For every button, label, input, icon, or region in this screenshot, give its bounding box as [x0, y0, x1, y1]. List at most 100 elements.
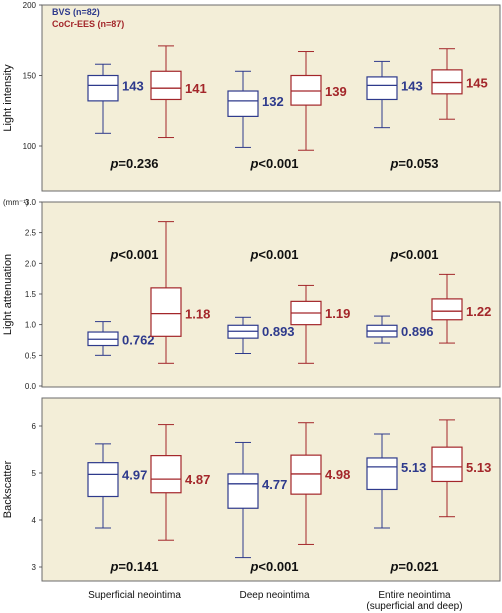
- legend-cocr-ees: CoCr-EES (n=87): [52, 19, 124, 29]
- p-value-label: p=0.053: [389, 156, 438, 171]
- box-cocr-ees-2: 139: [290, 51, 347, 151]
- median-label: 132: [262, 94, 284, 109]
- median-label: 141: [185, 81, 207, 96]
- p-value-label: p<0.001: [249, 559, 298, 574]
- y-tick-label: 0.0: [25, 382, 37, 391]
- y-tick-label: 2.0: [25, 259, 37, 268]
- x-category-label: Superficial neointima: [88, 590, 181, 601]
- box-bvs-3: 5.13: [366, 433, 426, 529]
- median-label: 5.13: [466, 460, 491, 475]
- p-value: =0.236: [118, 156, 158, 171]
- box-iqr: [366, 457, 398, 491]
- median-label: 4.98: [325, 467, 350, 482]
- box-bvs-2: 0.893: [227, 316, 295, 354]
- y-tick-label: 4: [32, 516, 37, 525]
- box-iqr: [227, 90, 259, 117]
- p-value: <0.001: [258, 559, 298, 574]
- y-tick-label: 0.5: [25, 351, 37, 360]
- median-label: 139: [325, 84, 347, 99]
- y-axis-label: Backscatter: [2, 460, 14, 518]
- p-value-label: p<0.001: [249, 156, 298, 171]
- p-symbol: p: [249, 559, 258, 574]
- median-label: 1.22: [466, 304, 491, 319]
- p-value-label: p=0.021: [389, 559, 438, 574]
- p-symbol: p: [389, 559, 398, 574]
- y-axis-unit: (mm⁻¹): [3, 198, 29, 207]
- p-value-label: p<0.001: [109, 247, 158, 262]
- y-tick-label: 5: [32, 469, 37, 478]
- box-iqr: [431, 446, 463, 483]
- box-iqr: [87, 462, 119, 498]
- y-axis-label: Light intensity: [2, 64, 14, 132]
- p-symbol: p: [109, 559, 118, 574]
- box-cocr-ees-3: 1.22: [431, 273, 491, 344]
- box-bvs-3: 143: [366, 60, 423, 129]
- box-iqr: [227, 473, 259, 509]
- median-label: 5.13: [401, 460, 426, 475]
- box-iqr: [366, 76, 398, 101]
- box-iqr: [150, 455, 182, 494]
- box-bvs-2: 132: [227, 70, 284, 148]
- y-tick-label: 1.0: [25, 321, 37, 330]
- x-category-sublabel: (superficial and deep): [366, 601, 462, 612]
- p-symbol: p: [389, 156, 398, 171]
- box-iqr: [290, 74, 322, 106]
- box-cocr-ees-1: 1.18: [150, 221, 210, 364]
- median-label: 0.896: [401, 324, 434, 339]
- p-symbol: p: [249, 156, 258, 171]
- box-cocr-ees-2: 4.98: [290, 422, 350, 545]
- box-iqr: [87, 74, 119, 102]
- p-value: =0.021: [398, 559, 438, 574]
- box-cocr-ees-1: 141: [150, 45, 207, 139]
- p-value: <0.001: [398, 247, 438, 262]
- median-label: 143: [401, 78, 423, 93]
- box-bvs-1: 0.762: [87, 321, 155, 356]
- box-cocr-ees-1: 4.87: [150, 424, 210, 541]
- box-iqr: [431, 69, 463, 95]
- box-iqr: [150, 287, 182, 337]
- legend-bvs: BVS (n=82): [52, 7, 100, 17]
- median-label: 4.77: [262, 477, 287, 492]
- y-tick-label: 1.5: [25, 290, 37, 299]
- y-axis-label: Light attenuation: [2, 254, 14, 335]
- box-iqr: [431, 298, 463, 321]
- median-label: 4.87: [185, 472, 210, 487]
- y-tick-label: 3.0: [25, 198, 37, 207]
- p-value: <0.001: [118, 247, 158, 262]
- panel-2: 0.0 0.5 1.0 1.5 2.0 2.5 3.0 Light attenuation (m…: [2, 198, 501, 391]
- p-symbol: p: [109, 247, 118, 262]
- y-tick-label: 100: [23, 142, 37, 151]
- median-label: 143: [122, 78, 144, 93]
- p-symbol: p: [389, 247, 398, 262]
- box-bvs-3: 0.896: [366, 315, 434, 344]
- median-label: 4.97: [122, 467, 147, 482]
- p-value: =0.053: [398, 156, 438, 171]
- panel-3: 3 4 5 6 Backscatter 4.97 4.77 5.13 4.87 4.98 5.13 p…: [2, 397, 501, 582]
- median-label: 1.19: [325, 306, 350, 321]
- y-tick-label: 200: [23, 1, 37, 10]
- median-label: 145: [466, 76, 488, 91]
- y-tick-label: 150: [23, 72, 37, 81]
- p-symbol: p: [249, 247, 258, 262]
- y-tick-label: 6: [32, 422, 37, 431]
- median-label: 0.893: [262, 324, 295, 339]
- box-cocr-ees-3: 145: [431, 48, 488, 120]
- p-value-label: p=0.236: [109, 156, 158, 171]
- box-cocr-ees-3: 5.13: [431, 419, 491, 518]
- p-value: =0.141: [118, 559, 158, 574]
- p-value: <0.001: [258, 156, 298, 171]
- p-value-label: p=0.141: [109, 559, 158, 574]
- p-value-label: p<0.001: [249, 247, 298, 262]
- median-label: 1.18: [185, 307, 210, 322]
- p-value-label: p<0.001: [389, 247, 438, 262]
- x-category-label: Deep neointima: [239, 590, 309, 601]
- box-bvs-1: 4.97: [87, 443, 147, 529]
- y-tick-label: 2.5: [25, 229, 37, 238]
- y-tick-label: 3: [32, 563, 37, 572]
- box-cocr-ees-2: 1.19: [290, 284, 350, 364]
- box-iqr: [290, 454, 322, 495]
- box-iqr: [150, 70, 182, 101]
- box-bvs-2: 4.77: [227, 441, 287, 559]
- panel-background: [41, 201, 501, 388]
